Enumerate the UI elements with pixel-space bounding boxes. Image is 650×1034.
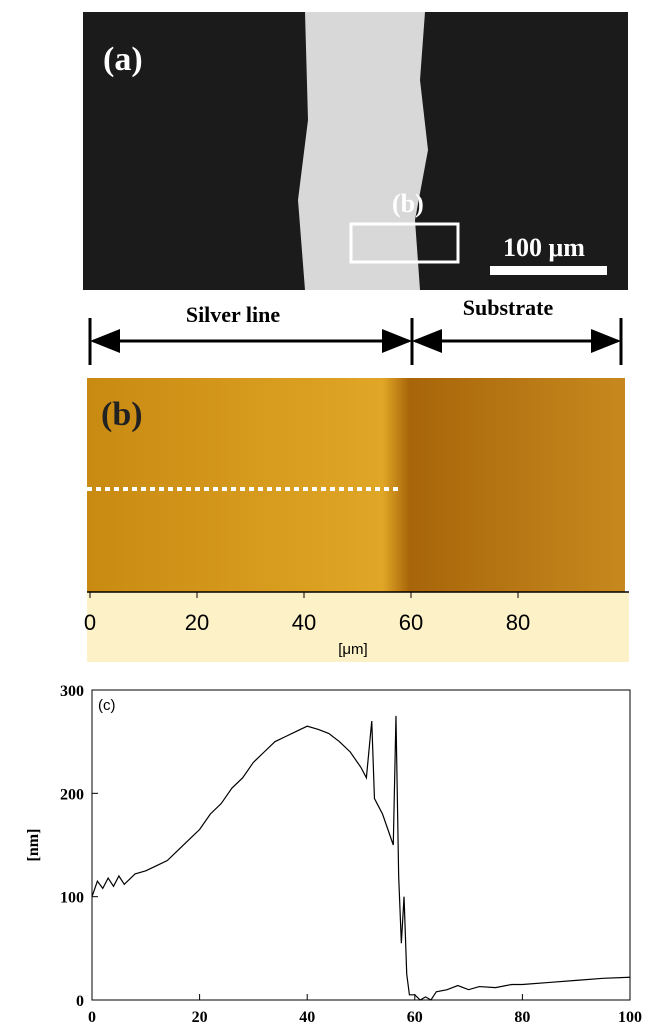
plot-frame xyxy=(92,690,630,1000)
region-label: Substrate xyxy=(463,295,554,320)
region-label: Silver line xyxy=(186,302,281,327)
x-tick-label: 40 xyxy=(292,610,316,635)
afm-image xyxy=(87,378,625,592)
scale-bar-label: 100 μm xyxy=(503,233,585,262)
x-axis-label: [μm] xyxy=(338,641,367,658)
figure: (a) (b) 100 μm Silver line Substrate (b)… xyxy=(0,0,650,1034)
panel-label: (b) xyxy=(101,396,143,433)
y-axis-label: [nm] xyxy=(25,829,42,862)
y-tick-label: 100 xyxy=(60,890,84,907)
x-tick-label: 20 xyxy=(185,610,209,635)
silver-line-band xyxy=(298,12,428,290)
x-tick-label: 100 xyxy=(618,1009,642,1026)
y-tick-label: 0 xyxy=(76,993,84,1010)
x-tick-label: 80 xyxy=(506,610,530,635)
annotation: (c) xyxy=(98,697,116,714)
data-line xyxy=(92,716,630,1000)
x-tick-label: 80 xyxy=(514,1009,530,1026)
y-tick-label: 300 xyxy=(60,683,84,700)
y-tick-label: 200 xyxy=(60,786,84,803)
x-tick-label: 0 xyxy=(88,1009,96,1026)
panel-label: (a) xyxy=(103,41,143,78)
x-tick-label: 40 xyxy=(299,1009,315,1026)
x-tick-label: 60 xyxy=(399,610,423,635)
x-tick-label: 0 xyxy=(84,610,96,635)
scale-bar xyxy=(490,266,607,275)
x-tick-label: 20 xyxy=(192,1009,208,1026)
inset-label: (b) xyxy=(392,189,424,218)
x-tick-label: 60 xyxy=(407,1009,423,1026)
